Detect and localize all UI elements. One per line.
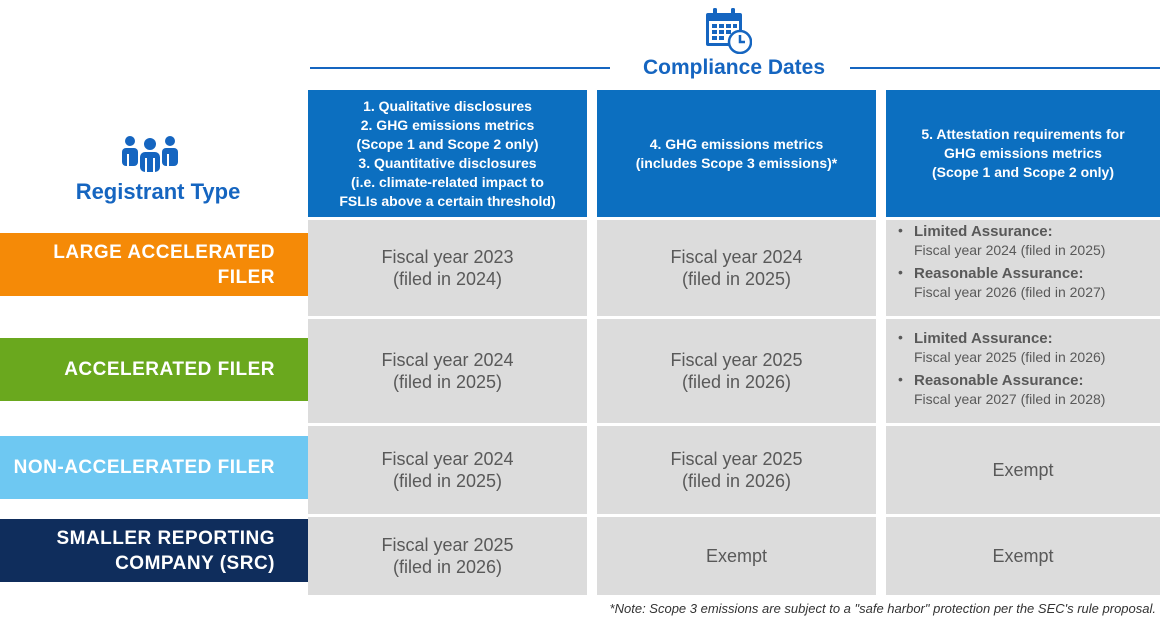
arrow-shape <box>0 519 346 582</box>
cell-large-attestation: • Limited Assurance: Fiscal year 2024 (fil… <box>886 220 1160 316</box>
title-rule-left <box>310 67 610 69</box>
cell-accelerated-col2: Fiscal year 2025 (filed in 2026) <box>597 319 876 423</box>
arrow-shape <box>0 233 346 296</box>
cell-non-accelerated-col2: Fiscal year 2025 (filed in 2026) <box>597 426 876 514</box>
column-header-attestation: 5. Attestation requirements for GHG emis… <box>886 90 1160 217</box>
column-header-scope3: 4. GHG emissions metrics (includes Scope… <box>597 90 876 217</box>
column-header-disclosures: 1. Qualitative disclosures 2. GHG emissi… <box>308 90 587 217</box>
compliance-dates-header: Compliance Dates <box>310 0 1160 90</box>
registrant-type-title: Registrant Type <box>75 179 241 204</box>
list-item: • Reasonable Assurance: Fiscal year 2027 (… <box>898 371 1106 407</box>
cell-src-col1: Fiscal year 2025 (filed in 2026) <box>308 517 587 595</box>
cell-large-col1: Fiscal year 2023 (filed in 2024) <box>308 220 587 316</box>
list-item: • Limited Assurance: Fiscal year 2025 (fil… <box>898 329 1106 365</box>
people-group-icon <box>122 136 178 172</box>
cell-non-accelerated-col1: Fiscal year 2024 (filed in 2025) <box>308 426 587 514</box>
cell-src-attestation: Exempt <box>886 517 1160 595</box>
cell-src-col2: Exempt <box>597 517 876 595</box>
title-rule-right <box>850 67 1160 69</box>
cell-accelerated-col1: Fiscal year 2024 (filed in 2025) <box>308 319 587 423</box>
cell-non-accelerated-attestation: Exempt <box>886 426 1160 514</box>
cell-large-col2: Fiscal year 2024 (filed in 2025) <box>597 220 876 316</box>
footnote: *Note: Scope 3 emissions are subject to … <box>609 601 1156 616</box>
calendar-clock-icon <box>706 8 752 54</box>
list-item: • Limited Assurance: Fiscal year 2024 (fil… <box>898 222 1106 258</box>
cell-accelerated-attestation: • Limited Assurance: Fiscal year 2025 (fil… <box>886 319 1160 423</box>
arrow-shape <box>0 436 346 499</box>
arrow-shape <box>0 338 346 401</box>
list-item: • Reasonable Assurance: Fiscal year 2026 (… <box>898 264 1106 300</box>
page-title: Compliance Dates <box>310 56 1158 80</box>
